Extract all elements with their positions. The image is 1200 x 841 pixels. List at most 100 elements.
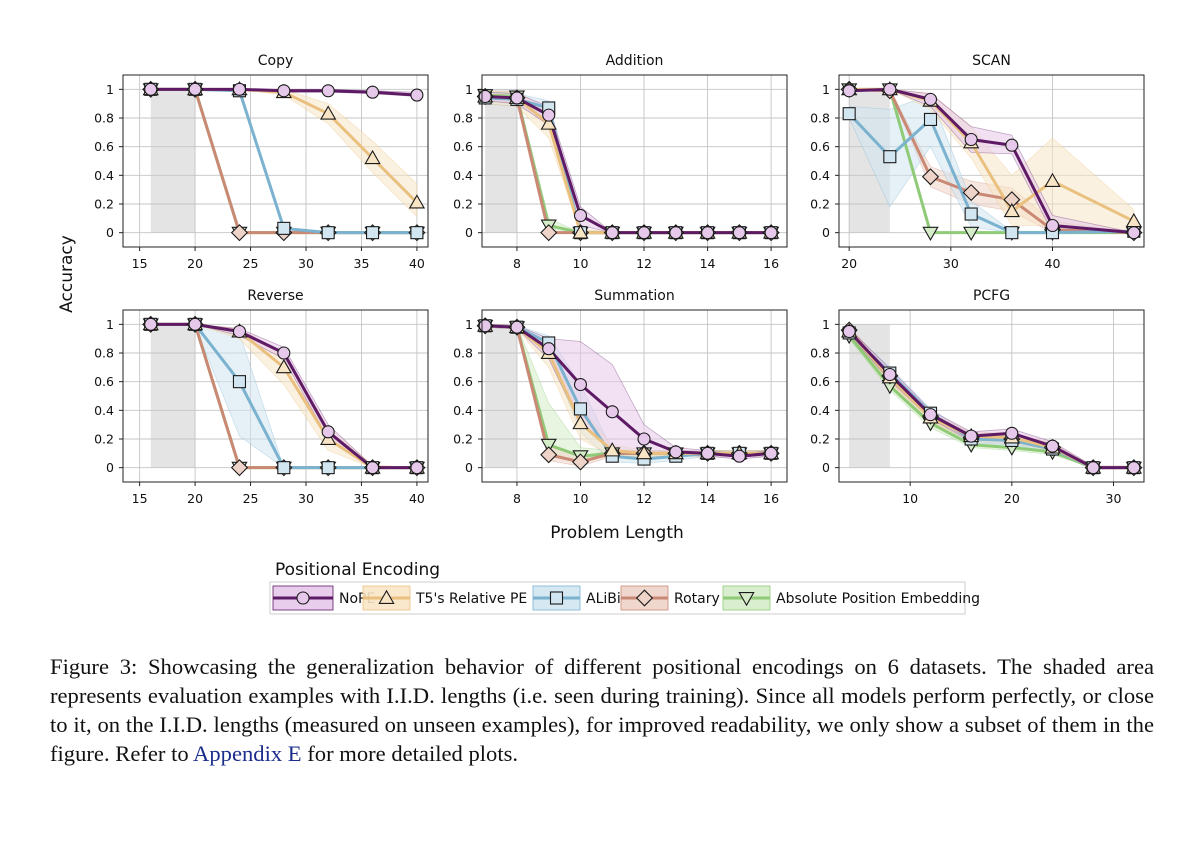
marker-ape [963, 226, 980, 241]
x-tick-label: 20 [841, 256, 857, 271]
legend-frame [269, 581, 966, 615]
y-tick-label: 1 [822, 317, 830, 332]
marker-alibi [321, 226, 335, 240]
marker-t5 [635, 445, 653, 460]
y-tick-label: 0.8 [453, 346, 473, 361]
x-tick-label: 40 [409, 491, 425, 506]
y-tick-label: 0.4 [810, 403, 830, 418]
marker-alibi [277, 221, 291, 235]
marker-alibi [573, 402, 588, 416]
marker-nope [669, 445, 683, 459]
y-tick-label: 1 [822, 82, 830, 97]
y-tick-label: 0.4 [453, 403, 473, 418]
legend-marker-t5 [378, 589, 395, 604]
marker-nope [883, 367, 897, 382]
marker-nope [637, 226, 651, 240]
marker-nope [573, 377, 588, 392]
x-tick-label: 15 [132, 256, 148, 271]
marker-nope [923, 408, 938, 422]
panel-title: SCAN [972, 53, 1011, 69]
marker-nope [842, 324, 856, 339]
iid-region [485, 89, 517, 233]
y-tick-label: 0 [106, 225, 114, 240]
x-axis-label: Problem Length [550, 523, 684, 543]
marker-nope [478, 89, 492, 104]
x-tick-label: 10 [573, 256, 589, 271]
figure-caption: Figure 3: Showcasing the generalization … [50, 652, 1154, 768]
marker-nope [188, 82, 202, 96]
marker-nope [605, 226, 619, 240]
y-tick-label: 0.4 [94, 403, 114, 418]
panel-title: Addition [606, 53, 664, 69]
legend-entries: NoPE T5's Relative PE ALiBi Rotary Absolute … [269, 581, 980, 615]
appendix-link[interactable]: Appendix E [193, 741, 302, 766]
y-tick-label: 0.6 [453, 139, 473, 154]
y-tick-label: 0.8 [94, 346, 114, 361]
marker-t5 [572, 414, 589, 430]
marker-t5 [408, 194, 426, 209]
marker-t5 [540, 115, 557, 130]
marker-t5 [364, 149, 381, 165]
line-nope [483, 95, 773, 235]
panel-frame [122, 309, 429, 483]
figure-canvas: Copy 15 20 25 30 35 40 0 0.2 0.4 0.6 0.8 1 Addition 8 1… [57, 53, 1145, 615]
marker-rotary [962, 183, 980, 202]
marker-nope [573, 208, 588, 223]
x-tick-label: 14 [700, 491, 716, 506]
legend-item-nope: NoPE [272, 585, 375, 611]
chart-panels: Copy 15 20 25 30 35 40 0 0.2 0.4 0.6 0.8 1 Addition 8 1… [94, 53, 1145, 506]
y-tick-label: 0 [465, 225, 473, 240]
y-tick-label: 0.2 [810, 432, 830, 447]
y-tick-label: 0.6 [810, 139, 830, 154]
x-tick-label: 20 [187, 491, 203, 506]
marker-nope [1045, 218, 1060, 233]
marker-nope [964, 429, 978, 443]
marker-nope [1005, 138, 1019, 152]
legend-marker-alibi [549, 591, 564, 605]
marker-nope [883, 82, 897, 96]
legend-item-ape: Absolute Position Embedding [722, 585, 980, 611]
y-tick-label: 0.4 [94, 168, 114, 183]
y-tick-label: 0 [106, 460, 114, 475]
marker-alibi [1005, 226, 1019, 240]
marker-t5 [320, 105, 337, 120]
y-tick-label: 1 [106, 317, 114, 332]
x-tick-label: 25 [243, 256, 259, 271]
marker-t5 [1044, 172, 1061, 188]
x-tick-label: 30 [1106, 491, 1122, 506]
marker-nope [542, 342, 556, 356]
marker-nope [923, 92, 938, 106]
marker-rotary [540, 224, 558, 242]
y-tick-label: 0.8 [810, 111, 830, 126]
marker-nope [701, 226, 715, 240]
y-tick-label: 0.6 [94, 139, 114, 154]
marker-nope [764, 226, 778, 240]
x-tick-label: 14 [700, 256, 716, 271]
marker-alibi [321, 461, 335, 475]
marker-alibi [842, 107, 856, 121]
marker-nope [144, 317, 158, 331]
marker-nope [510, 320, 524, 334]
marker-alibi [410, 226, 424, 240]
panel-frame [481, 309, 788, 483]
marker-nope [764, 446, 778, 460]
legend-title: Positional Encoding [275, 560, 440, 580]
panel-addition: Addition 8 10 12 14 16 0 0.2 0.4 0.6 0.8 1 [453, 53, 788, 271]
marker-nope [1086, 461, 1100, 475]
marker-nope [277, 84, 291, 98]
x-tick-label: 40 [1045, 256, 1061, 271]
legend-label-t5: T5's Relative PE [415, 591, 527, 607]
marker-nope [510, 91, 524, 105]
y-tick-label: 0.2 [453, 197, 473, 212]
marker-nope [410, 88, 424, 102]
iid-region [485, 324, 517, 468]
legend-label-rotary: Rotary [674, 591, 720, 607]
x-tick-label: 16 [763, 491, 779, 506]
marker-alibi [964, 207, 978, 221]
legend-marker-nope [296, 591, 310, 605]
iid-region [849, 324, 890, 468]
y-tick-label: 0.6 [94, 374, 114, 389]
x-tick-label: 30 [298, 256, 314, 271]
x-tick-label: 10 [902, 491, 918, 506]
marker-nope [605, 405, 619, 419]
